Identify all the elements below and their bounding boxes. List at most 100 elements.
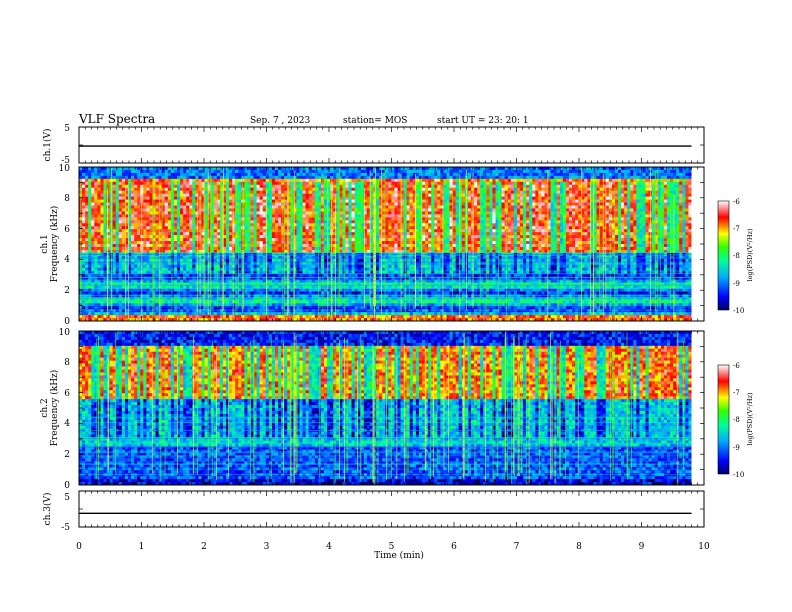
spectrogram-cell <box>324 220 328 224</box>
spectrogram-cell <box>250 306 254 310</box>
spectrogram-cell <box>296 184 300 189</box>
spectrogram-cell <box>354 205 359 209</box>
spectrogram-cell <box>112 205 117 209</box>
spectrogram-cell <box>189 217 193 221</box>
spectrogram-cell <box>256 279 261 283</box>
spectrogram-cell <box>106 279 111 283</box>
spectrogram-cell <box>94 181 98 186</box>
spectrogram-cell <box>354 258 359 263</box>
spectrogram-cell <box>238 309 242 313</box>
spectrogram-cell <box>351 214 356 218</box>
spectrogram-cell <box>324 211 328 215</box>
spectrogram-cell <box>275 226 279 230</box>
spectrogram-cell <box>308 238 313 242</box>
spectrogram-cell <box>348 291 352 295</box>
spectrogram-cell <box>348 312 352 316</box>
spectrogram-cell <box>100 220 104 224</box>
spectrogram-cell <box>140 175 144 180</box>
spectrogram-cell <box>354 220 359 224</box>
spectrogram-cell <box>232 223 236 227</box>
spectrogram-cell <box>348 229 352 233</box>
spectrogram-cell <box>201 172 205 177</box>
spectrogram-cell <box>137 196 141 200</box>
spectrogram-cell <box>167 214 172 218</box>
spectrogram-cell <box>97 291 101 295</box>
spectrogram-cell <box>348 294 352 298</box>
spectrogram-cell <box>79 312 83 316</box>
spectrogram-cell <box>115 235 120 239</box>
spectrogram-cell <box>137 211 141 215</box>
spectrogram-cell <box>308 294 313 298</box>
spectrogram-cell <box>308 264 313 269</box>
spectrogram-cell <box>275 267 279 272</box>
spectrogram-cell <box>333 300 337 304</box>
spectrogram-cell <box>256 169 261 174</box>
spectrogram-cell <box>124 241 129 245</box>
spectrogram-cell <box>302 258 307 263</box>
spectrogram-cell <box>167 285 172 289</box>
spectrogram-cell <box>348 190 352 195</box>
spectrogram-cell <box>333 309 337 313</box>
spectrogram-cell <box>186 291 190 295</box>
spectrogram-cell <box>82 261 86 266</box>
spectrogram-cell <box>134 246 138 251</box>
spectrogram-cell <box>201 184 205 189</box>
spectrogram-cell <box>256 309 261 313</box>
spectrogram-cell <box>253 184 258 189</box>
spectrogram-cell <box>232 172 236 177</box>
spectrogram-cell <box>192 229 196 233</box>
spectrogram-cell <box>149 264 153 269</box>
spectrogram-cell <box>115 199 120 203</box>
spectrogram-cell <box>351 309 356 313</box>
spectrogram-cell <box>167 267 172 272</box>
spectrogram-cell <box>106 306 111 310</box>
spectrogram-cell <box>244 220 248 224</box>
spectrogram-cell <box>219 217 224 221</box>
spectrogram-cell <box>271 279 276 283</box>
spectrogram-cell <box>253 217 258 221</box>
spectrogram-cell <box>290 172 294 177</box>
spectrogram-cell <box>333 238 337 242</box>
spectrogram-cell <box>167 217 172 221</box>
spectrogram-cell <box>121 318 126 322</box>
spectrogram-cell <box>262 312 267 316</box>
spectrogram-cell <box>155 223 160 227</box>
spectrogram-cell <box>204 187 209 192</box>
spectrogram-cell <box>143 297 147 301</box>
spectrogram-cell <box>354 199 359 203</box>
spectrogram-cell <box>357 246 362 251</box>
spectrogram-cell <box>351 294 356 298</box>
spectrogram-cell <box>275 193 279 198</box>
spectrogram-cell <box>97 264 101 269</box>
spectrogram-cell <box>278 184 282 189</box>
spectrogram-cell <box>186 249 190 254</box>
spectrogram-cell <box>256 217 261 221</box>
spectrogram-cell <box>137 279 141 283</box>
spectrogram-cell <box>134 312 138 316</box>
spectrogram-cell <box>94 291 98 295</box>
spectrogram-cell <box>354 226 359 230</box>
spectrogram-cell <box>189 244 193 248</box>
spectrogram-cell <box>311 223 316 227</box>
spectrogram-cell <box>201 190 205 195</box>
spectrogram-cell <box>170 175 175 180</box>
spectrogram-cell <box>164 190 169 195</box>
spectrogram-cell <box>351 202 356 206</box>
spectrogram-cell <box>186 187 190 192</box>
spectrogram-cell <box>192 178 196 183</box>
spectrogram-cell <box>275 244 279 248</box>
spectrogram-cell <box>333 232 337 236</box>
spectrogram-cell <box>308 229 313 233</box>
spectrogram-cell <box>299 223 303 227</box>
spectrogram-cell <box>149 211 153 215</box>
spectrogram-cell <box>244 181 248 186</box>
spectrogram-cell <box>170 181 175 186</box>
spectrogram-cell <box>88 258 92 263</box>
spectrogram-cell <box>121 315 126 319</box>
spectrogram-cell <box>271 196 276 200</box>
spectrogram-cell <box>88 211 92 215</box>
spectrogram-cell <box>198 175 202 180</box>
spectrogram-cell <box>131 264 135 269</box>
spectrogram-cell <box>201 229 205 233</box>
spectrogram-cell <box>247 306 251 310</box>
